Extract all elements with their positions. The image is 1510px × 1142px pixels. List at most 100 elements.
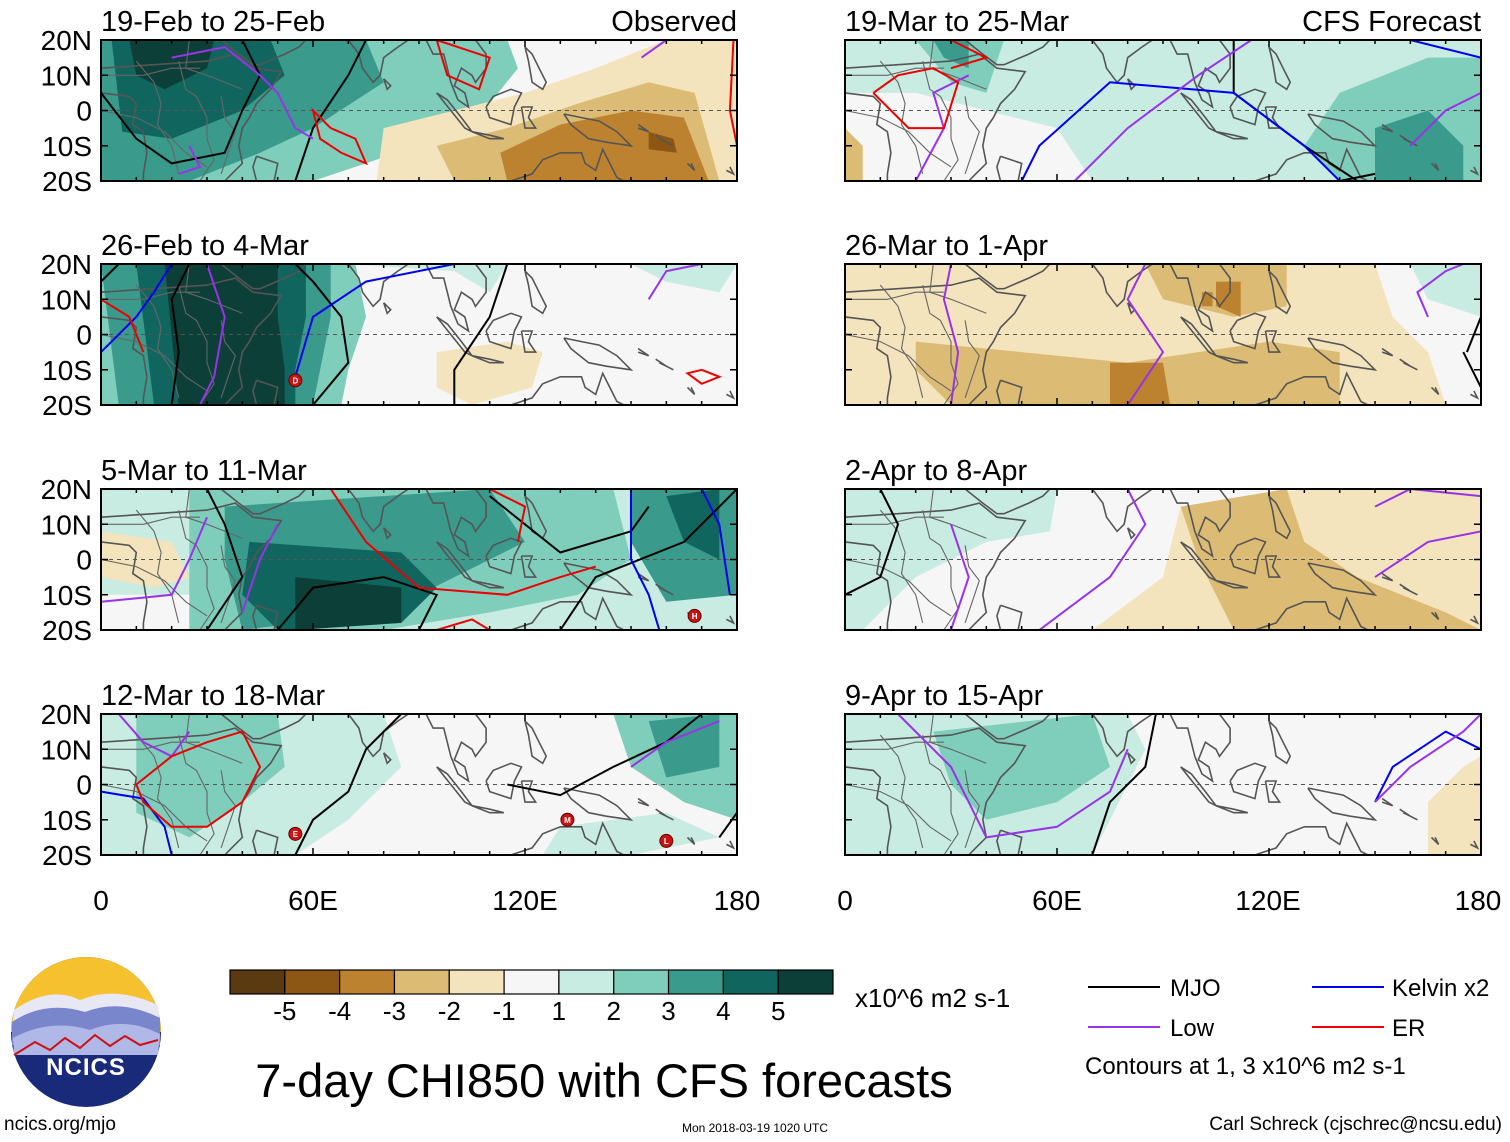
- contour-line: [489, 495, 650, 554]
- contour-line: [1091, 714, 1157, 855]
- coastline: [1430, 836, 1440, 845]
- colorbar-swatch: [503, 969, 560, 995]
- lon-label: 60E: [1032, 885, 1082, 916]
- contour-line: [845, 489, 900, 596]
- lon-label: 60E: [288, 885, 338, 916]
- contour-line: [101, 790, 173, 855]
- coastline: [1399, 583, 1418, 596]
- coastline: [520, 555, 538, 578]
- coastline: [845, 766, 892, 855]
- coastline: [964, 714, 1051, 740]
- contour-line: [700, 489, 731, 595]
- contour-line: [294, 40, 367, 181]
- colorbar-label: -5: [273, 996, 296, 1026]
- contour-line: [101, 264, 120, 283]
- coastline: [471, 804, 504, 814]
- contour-line: [1374, 714, 1481, 803]
- map-panel: 19-Feb to 25-Feb Observed: [100, 6, 738, 182]
- border-line: [929, 714, 987, 764]
- lat-label: 20N: [41, 25, 92, 56]
- border-line: [135, 284, 180, 399]
- ncics-logo: NCICS: [11, 957, 161, 1107]
- coastline: [520, 330, 538, 353]
- coastline: [563, 787, 634, 821]
- coastline: [1268, 495, 1292, 540]
- shading-region: [348, 264, 508, 293]
- contour-line: [294, 264, 455, 378]
- shading-region: [1216, 281, 1241, 317]
- border-line: [845, 783, 952, 842]
- coastline: [471, 354, 504, 364]
- storm-marker: E: [288, 826, 303, 841]
- colorbar-label: -4: [328, 996, 351, 1026]
- coastline: [1470, 615, 1480, 625]
- coastline: [964, 40, 1051, 66]
- panel-title: 26-Feb to 4-Mar: [101, 230, 309, 262]
- coastline: [485, 762, 523, 800]
- coastline: [964, 489, 1051, 515]
- coastline: [655, 808, 674, 821]
- coastline: [485, 312, 523, 350]
- contour-line: [950, 523, 970, 630]
- coastline: [1081, 489, 1153, 533]
- coastline: [471, 130, 504, 140]
- coastline: [382, 78, 392, 91]
- contour-line: [630, 489, 661, 630]
- contour-line: [1073, 40, 1252, 181]
- legend-label-mjo: MJO: [1170, 975, 1221, 1002]
- coastline: [726, 390, 736, 400]
- contour-line: [507, 714, 703, 797]
- contour-line: [199, 264, 226, 405]
- shading-region: [933, 40, 969, 69]
- contour-line: [1020, 81, 1341, 181]
- coastline: [655, 134, 674, 147]
- border-line: [101, 558, 208, 617]
- storm-letter: L: [664, 837, 669, 846]
- coastline: [1268, 46, 1292, 91]
- contour-line: [311, 107, 368, 166]
- coastline: [1169, 40, 1231, 109]
- coastline: [382, 752, 392, 765]
- shading-region: [295, 577, 402, 630]
- contour-line: [135, 730, 262, 828]
- contour-line: [942, 264, 960, 405]
- lat-label: 10N: [41, 284, 92, 315]
- coastline: [637, 572, 650, 582]
- contour-line: [1339, 172, 1376, 181]
- coastline: [726, 166, 736, 176]
- contour-line: [101, 516, 208, 603]
- colorbar-swatch: [667, 969, 724, 995]
- contour-line: [897, 714, 988, 838]
- contour-line: [1374, 530, 1481, 578]
- coastline: [996, 829, 1023, 855]
- border-line: [220, 320, 236, 399]
- contour-line: [1409, 92, 1481, 147]
- lon-label: 0: [93, 885, 109, 916]
- contour-note: Contours at 1, 3 x10^6 m2 s-1: [1085, 1053, 1406, 1080]
- shading-region: [1428, 756, 1481, 855]
- coastline: [1307, 562, 1378, 596]
- storm-marker: L: [659, 833, 674, 848]
- panel-header: CFS Forecast: [1302, 6, 1481, 38]
- coastline: [520, 106, 538, 129]
- colorbar-label: -2: [438, 996, 461, 1026]
- coastline: [1470, 166, 1480, 176]
- shading-region: [933, 714, 1110, 820]
- border-line: [879, 734, 924, 849]
- coastline: [1430, 162, 1440, 171]
- coastline: [1244, 147, 1369, 181]
- border-line: [135, 509, 180, 624]
- colorbar-swatch: [777, 969, 834, 995]
- lat-label: 20S: [42, 166, 92, 197]
- coastline: [252, 379, 279, 405]
- coastline: [1264, 330, 1282, 353]
- longitude-axis-left: 0 60E 120E 180: [93, 885, 760, 916]
- border-line: [852, 516, 944, 525]
- coastline: [252, 604, 279, 630]
- coastline: [563, 562, 634, 596]
- shading-region: [648, 714, 720, 778]
- lat-label: 0: [76, 320, 92, 351]
- contour-line: [329, 489, 596, 596]
- footer-credit: Carl Schreck (cjschrec@ncsu.edu): [1209, 1114, 1502, 1135]
- border-line: [178, 284, 215, 405]
